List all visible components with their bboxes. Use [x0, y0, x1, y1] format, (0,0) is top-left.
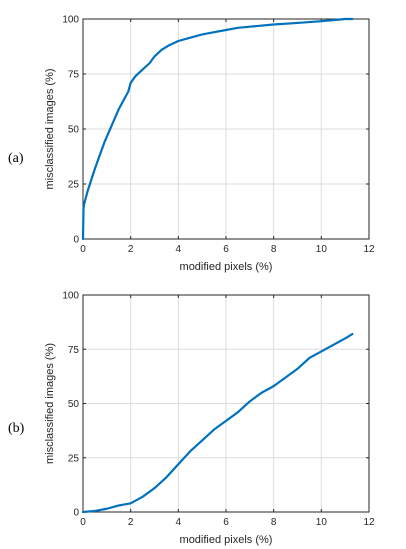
- x-axis-label: modified pixels (%): [180, 534, 273, 546]
- panel-a: 0 2 4 6 8 10 12 0 25 50 75 100 modified pixels (%) mi…: [8, 15, 375, 274]
- x-tick-label: 4: [176, 244, 182, 255]
- panel-b: 0 2 4 6 8 10 12 0 25 50 75 100 modified pixels (%) mi…: [8, 291, 375, 547]
- x-tick-label: 6: [223, 517, 229, 528]
- x-tick-label: 0: [80, 517, 86, 528]
- x-tick-label: 8: [271, 517, 277, 528]
- x-tick-label: 12: [363, 244, 375, 255]
- series-line: [81, 17, 354, 241]
- x-tick-label: 12: [363, 517, 375, 528]
- x-tick-label: 8: [271, 244, 277, 255]
- x-tick-label: 0: [80, 244, 86, 255]
- x-axis-label: modified pixels (%): [180, 261, 273, 273]
- y-tick-label: 75: [68, 70, 80, 81]
- y-axis-label: misclassified images (%): [44, 68, 56, 189]
- y-tick-label: 100: [62, 15, 79, 26]
- series-line: [81, 332, 354, 514]
- x-tick-label: 2: [128, 517, 134, 528]
- y-tick-label: 0: [73, 235, 79, 246]
- x-tick-label: 6: [223, 244, 229, 255]
- y-tick-label: 25: [68, 453, 80, 464]
- x-tick-label: 10: [316, 244, 328, 255]
- panel-label: (b): [8, 421, 25, 436]
- y-tick-label: 50: [68, 399, 80, 410]
- y-tick-label: 75: [68, 345, 80, 356]
- x-tick-label: 2: [128, 244, 134, 255]
- x-tick-label: 4: [176, 517, 182, 528]
- y-axis-label: misclassified images (%): [44, 343, 56, 464]
- y-tick-label: 25: [68, 180, 80, 191]
- y-tick-label: 50: [68, 125, 80, 136]
- y-tick-label: 0: [73, 508, 79, 519]
- y-tick-label: 100: [62, 291, 79, 302]
- x-tick-label: 10: [316, 517, 328, 528]
- panel-label: (a): [8, 151, 24, 166]
